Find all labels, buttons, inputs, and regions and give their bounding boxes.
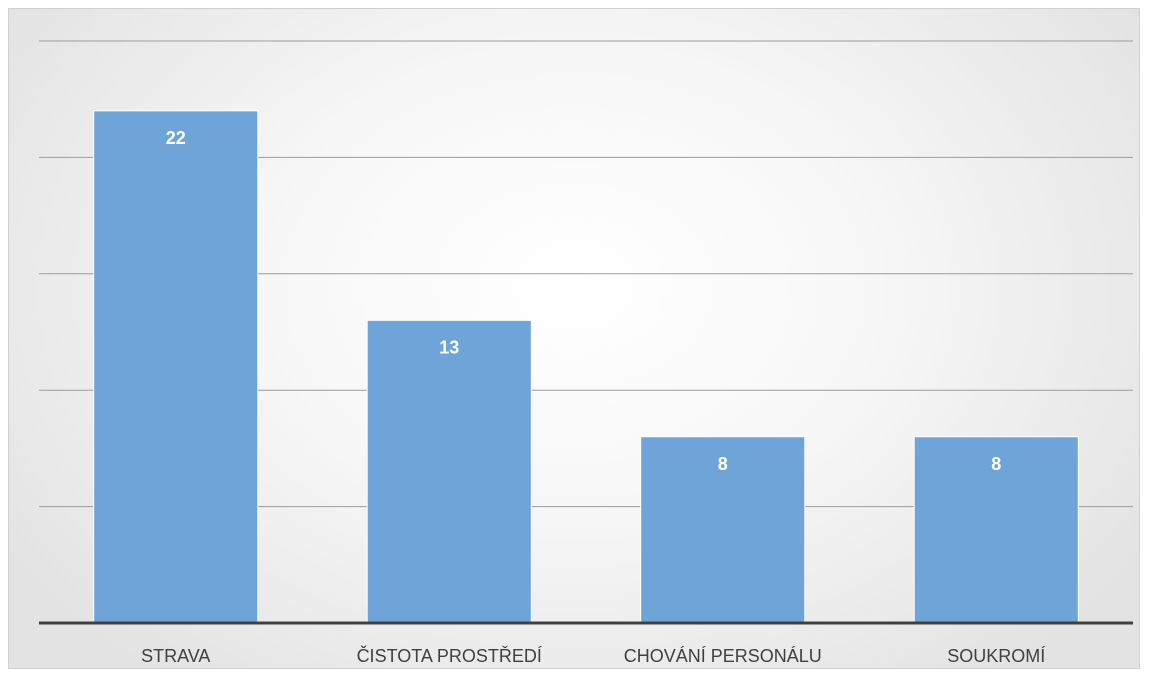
data-label: 13	[439, 337, 459, 357]
bars	[93, 110, 1079, 624]
data-label: 8	[991, 454, 1001, 474]
category-label: ČISTOTA PROSTŘEDÍ	[357, 645, 542, 666]
data-label: 8	[718, 454, 728, 474]
category-label: CHOVÁNÍ PERSONÁLU	[624, 646, 822, 666]
data-labels: 22 13 8 8	[166, 128, 1002, 474]
data-label: 22	[166, 128, 186, 148]
chart-area: 22 13 8 8 STRAVA ČISTOTA PROSTŘEDÍ CHOVÁNÍ PE…	[8, 8, 1140, 669]
category-label: SOUKROMÍ	[947, 646, 1045, 666]
bar	[93, 110, 259, 624]
bar	[640, 436, 806, 624]
category-label: STRAVA	[141, 646, 210, 666]
category-labels: STRAVA ČISTOTA PROSTŘEDÍ CHOVÁNÍ PERSONÁLU…	[141, 645, 1045, 666]
bar-chart: 22 13 8 8 STRAVA ČISTOTA PROSTŘEDÍ CHOVÁNÍ PE…	[39, 40, 1133, 666]
bar	[366, 319, 532, 624]
bar	[913, 436, 1079, 624]
